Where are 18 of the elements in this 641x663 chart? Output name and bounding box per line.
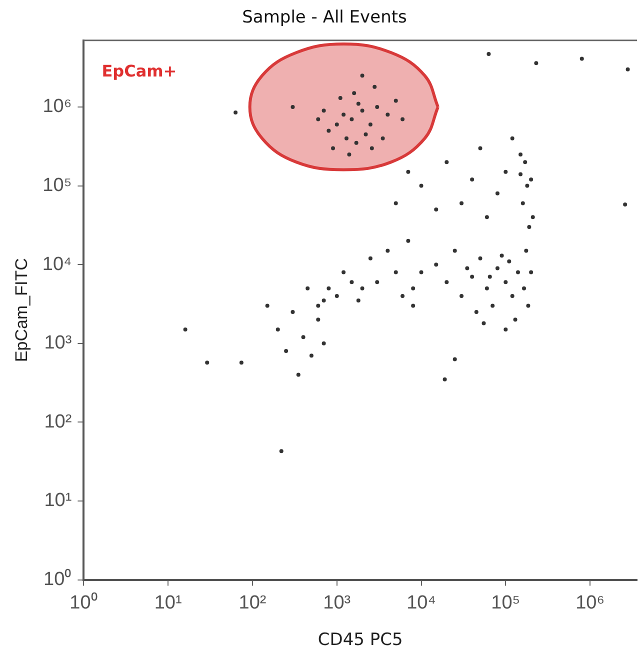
x-tick-label: 10⁰ (70, 591, 98, 614)
x-tick-label: 10⁵ (491, 592, 520, 614)
x-tick-label: 10⁴ (406, 592, 436, 614)
y-tick-label: 10⁴ (42, 254, 72, 275)
y-tick-label: 10³ (44, 332, 72, 354)
y-tick-label: 10² (44, 411, 72, 432)
y-tick-label: 10¹ (44, 490, 72, 512)
y-tick-label: 10⁵ (42, 175, 72, 196)
x-tick-label: 10³ (323, 592, 351, 614)
y-axis-title: EpCam_FITC (12, 258, 31, 362)
y-tick-label: 10⁰ (44, 568, 72, 590)
chart-title: Sample - All Events (242, 8, 407, 28)
x-axis-title: CD45 PC5 (318, 630, 403, 650)
y-tick-label: 10⁶ (42, 96, 72, 118)
x-tick-label: 10² (238, 592, 266, 614)
x-tick-label: 10¹ (154, 592, 182, 614)
annotation: EpCam+ (102, 62, 177, 81)
x-tick-label: 10⁶ (576, 592, 605, 614)
